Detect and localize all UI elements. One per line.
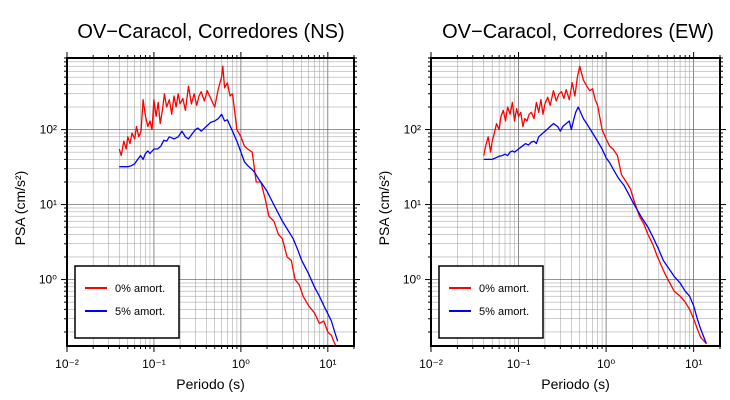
y-tick-label: 10⁰ bbox=[403, 273, 421, 287]
legend-box bbox=[438, 265, 544, 339]
grid-lines bbox=[66, 57, 355, 346]
series-line-1 bbox=[119, 113, 339, 342]
series-line-0 bbox=[483, 65, 707, 345]
y-tick-label: 10² bbox=[40, 123, 57, 137]
legend-label-1: 5% amort. bbox=[115, 306, 165, 318]
x-tick-label: 10⁰ bbox=[597, 357, 615, 371]
x-tick-label: 10⁻¹ bbox=[507, 357, 531, 371]
legend-label-0: 0% amort. bbox=[479, 283, 529, 295]
x-tick-label: 10⁻² bbox=[419, 357, 443, 371]
chart-title: OV−Caracol, Corredores (EW) bbox=[442, 21, 714, 43]
legend: 0% amort. 5% amort. bbox=[74, 265, 180, 339]
x-axis-label: Periodo (s) bbox=[176, 376, 244, 392]
chart-panel-0: 10⁻² 10⁻¹ 10⁰ 10¹ 10⁰ 10¹ 10² OV−Caracol, Corre… bbox=[12, 21, 360, 392]
chart-panel-1: 10⁻² 10⁻¹ 10⁰ 10¹ 10⁰ 10¹ 10² OV−Caracol, Corre… bbox=[376, 21, 726, 392]
legend-label-0: 0% amort. bbox=[115, 283, 165, 295]
series-group bbox=[118, 65, 339, 346]
series-line-1 bbox=[483, 106, 708, 344]
legend: 0% amort. 5% amort. bbox=[438, 265, 544, 339]
plot-frame bbox=[66, 57, 355, 347]
y-tick-label: 10¹ bbox=[40, 198, 57, 212]
x-axis-label: Periodo (s) bbox=[541, 376, 609, 392]
plot-frame bbox=[430, 57, 721, 347]
y-tick-label: 10² bbox=[404, 123, 421, 137]
x-tick-label: 10¹ bbox=[685, 357, 702, 371]
y-axis-label: PSA (cm/s²) bbox=[376, 171, 392, 246]
y-tick-label: 10⁰ bbox=[39, 273, 57, 287]
x-tick-label: 10⁻² bbox=[55, 357, 79, 371]
x-tick-label: 10⁻¹ bbox=[142, 357, 166, 371]
series-group bbox=[483, 65, 708, 345]
legend-label-1: 5% amort. bbox=[479, 306, 529, 318]
chart-title: OV−Caracol, Corredores (NS) bbox=[77, 21, 344, 43]
legend-box bbox=[74, 265, 180, 339]
y-axis-label: PSA (cm/s²) bbox=[12, 171, 28, 246]
series-line-0 bbox=[118, 65, 337, 346]
y-tick-label: 10¹ bbox=[404, 198, 421, 212]
x-tick-label: 10⁰ bbox=[232, 357, 250, 371]
x-tick-label: 10¹ bbox=[319, 357, 336, 371]
